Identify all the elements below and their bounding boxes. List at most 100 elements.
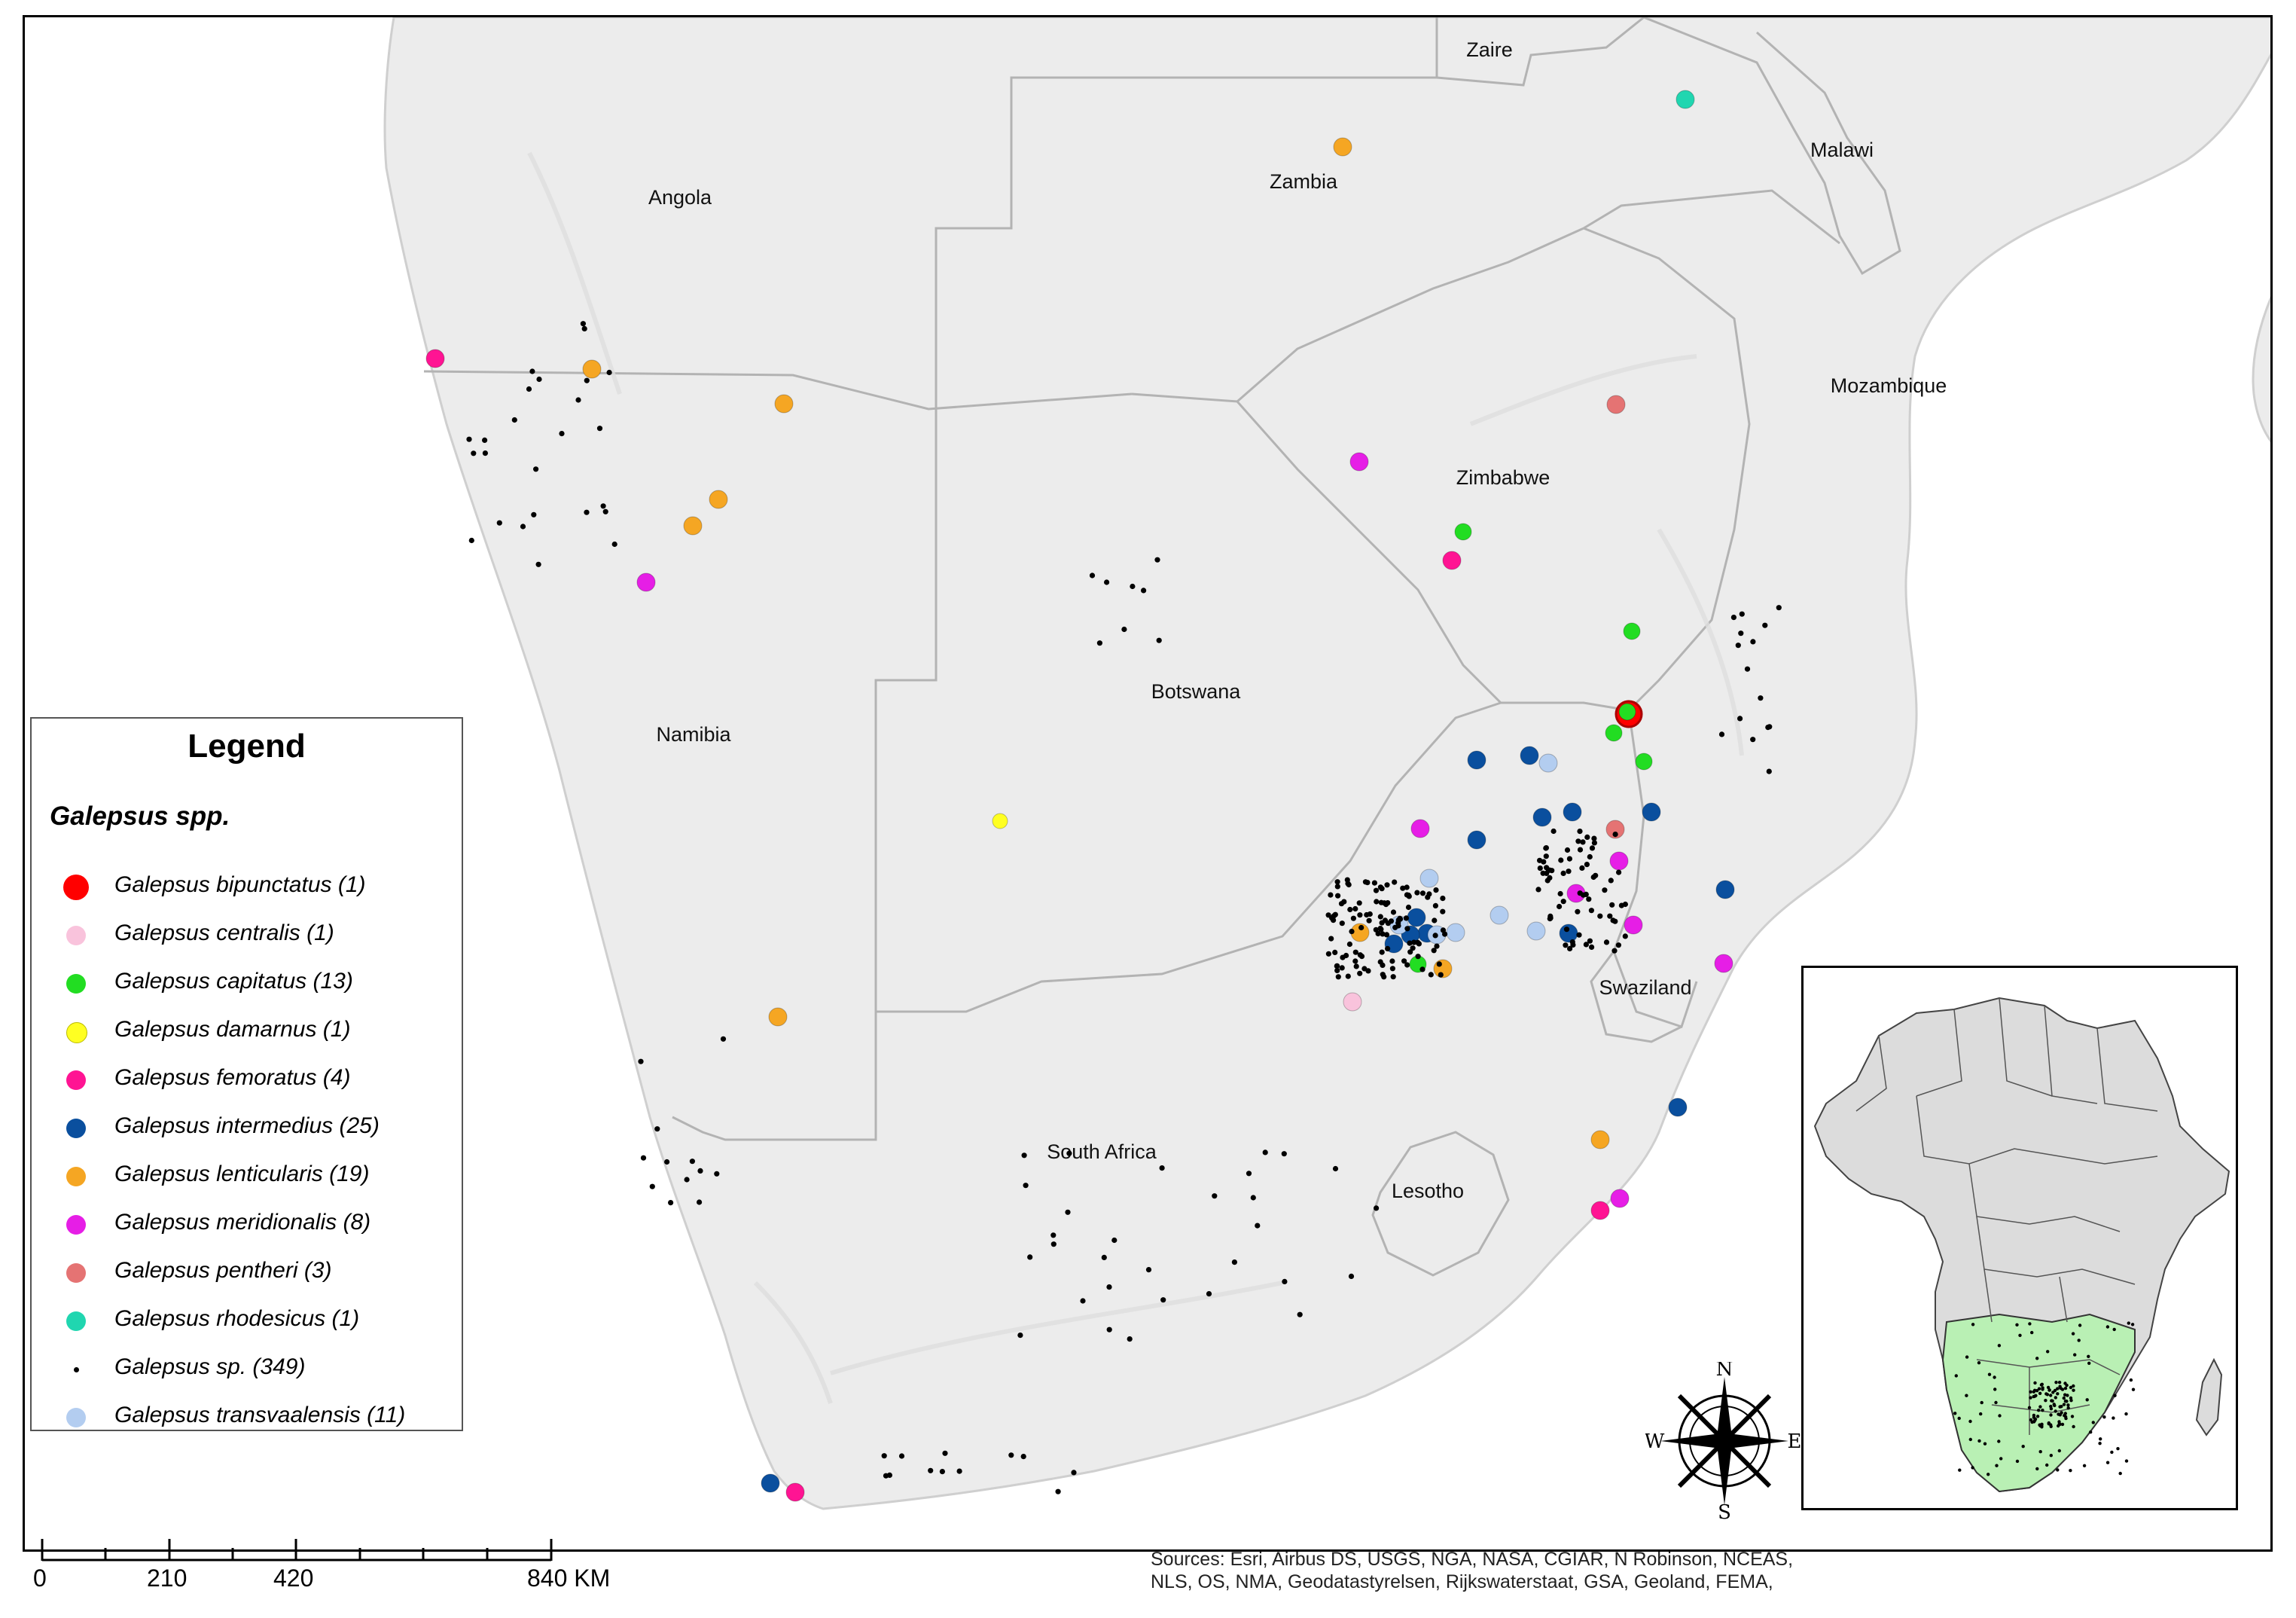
occurrence-point-sp [1389, 966, 1395, 972]
occurrence-point-sp [1390, 974, 1396, 980]
occurrence-point-sp [1339, 920, 1345, 927]
compass-south: S [1718, 1501, 1731, 1520]
occurrence-point-sp [1364, 911, 1370, 918]
occurrence-point-transvaalensis [1446, 923, 1465, 942]
inset-point [2058, 1422, 2062, 1426]
main-map[interactable]: Zaire Angola Zambia Malawi Mozambique Zimbabw… [25, 17, 2273, 1552]
legend-label: Galepsus rhodesicus (1) [114, 1306, 360, 1331]
inset-point [2072, 1388, 2075, 1392]
occurrence-point-sp [600, 503, 606, 509]
occurrence-point-sp [1212, 1193, 1218, 1199]
legend-label: Galepsus capitatus (13) [114, 969, 353, 994]
occurrence-point-sp [1080, 1298, 1086, 1304]
legend-swatch-icon [66, 974, 86, 994]
inset-point [2035, 1467, 2039, 1471]
inset-study-area [1941, 1313, 2136, 1493]
occurrence-point-sp [1586, 896, 1592, 902]
legend-label: Galepsus damarnus (1) [114, 1017, 351, 1042]
occurrence-point-sp [1389, 958, 1395, 964]
occurrence-point-sp [1020, 1454, 1026, 1460]
country-label-south-africa: South Africa [1047, 1140, 1157, 1163]
country-label-lesotho: Lesotho [1392, 1180, 1464, 1202]
occurrence-point-sp [1379, 949, 1385, 955]
occurrence-point-sp [1106, 1284, 1112, 1290]
occurrence-point-sp [533, 466, 539, 472]
occurrence-point-sp [1428, 972, 1434, 978]
occurrence-point-sp [684, 1177, 690, 1183]
country-label-namibia: Namibia [656, 723, 731, 746]
occurrence-point-sp [1580, 839, 1586, 845]
inset-point [2057, 1449, 2061, 1453]
occurrence-point-sp [1111, 1237, 1118, 1244]
inset-point [2030, 1330, 2034, 1335]
madagascar-landmass [2252, 296, 2270, 443]
occurrence-point-sp [1089, 572, 1096, 579]
occurrence-point-sp [1373, 887, 1380, 893]
occurrence-point-sp [638, 1058, 644, 1064]
inset-point [2056, 1392, 2060, 1396]
occurrence-point-sp [1440, 908, 1446, 914]
occurrence-point-sp [1281, 1151, 1287, 1157]
legend-item: Galepsus damarnus (1) [53, 1012, 459, 1050]
legend-swatch-icon [73, 1366, 79, 1372]
occurrence-point-sp [1021, 1152, 1027, 1159]
inset-point [2050, 1399, 2054, 1403]
inset-point [2035, 1389, 2039, 1393]
inset-point [1997, 1344, 2002, 1348]
occurrence-point-sp [1392, 879, 1398, 885]
legend-swatch-icon [66, 1215, 86, 1235]
occurrence-point-sp [1159, 1165, 1165, 1171]
inset-point [1953, 1412, 1957, 1415]
occurrence-point-sp [928, 1467, 934, 1473]
inset-point [2069, 1469, 2072, 1473]
border-namibia-southafrica [672, 1012, 877, 1141]
occurrence-point-sp [1584, 862, 1590, 868]
sources-line-1: Sources: Esri, Airbus DS, USGS, NGA, NAS… [1151, 1549, 1794, 1570]
occurrence-point-sp [1156, 637, 1162, 643]
occurrence-point-sp [1543, 845, 1549, 851]
occurrence-point-sp [1575, 838, 1581, 844]
inset-point [2058, 1405, 2062, 1409]
occurrence-point-sp [1329, 915, 1335, 921]
occurrence-point-sp [1231, 1259, 1237, 1265]
legend-title: Legend [188, 728, 306, 765]
occurrence-point-sp [1750, 639, 1756, 645]
inset-point [2015, 1323, 2019, 1326]
occurrence-point-sp [1346, 941, 1352, 948]
inset-point [1965, 1355, 1969, 1359]
occurrence-point-sp [606, 369, 612, 376]
occurrence-point-sp [1537, 865, 1543, 872]
country-label-mozambique: Mozambique [1831, 374, 1947, 397]
inset-point [2046, 1350, 2050, 1354]
occurrence-point-capitatus [1454, 523, 1472, 541]
occurrence-point-sp [1567, 945, 1573, 951]
inset-point [2051, 1391, 2055, 1394]
occurrence-point-damarnus [992, 813, 1008, 829]
occurrence-point-sp [1334, 879, 1340, 885]
occurrence-point-sp [1588, 908, 1594, 914]
inset-point [2040, 1382, 2044, 1386]
inset-point [2059, 1386, 2063, 1391]
occurrence-point-sp [1385, 945, 1391, 951]
country-label-angola: Angola [648, 186, 712, 209]
legend-label: Galepsus lenticularis (19) [114, 1162, 370, 1186]
country-label-swaziland: Swaziland [1599, 976, 1691, 999]
occurrence-point-meridionalis [1349, 452, 1369, 472]
occurrence-point-sp [720, 1036, 727, 1042]
occurrence-point-sp [1587, 853, 1593, 860]
inset-point [2054, 1381, 2058, 1384]
occurrence-point-sp [1371, 880, 1377, 886]
north-arrow: N S E W [1645, 1358, 1804, 1524]
occurrence-point-sp [1566, 869, 1572, 875]
occurrence-point-sp [1419, 966, 1425, 972]
inset-point [2099, 1437, 2102, 1441]
occurrence-point-intermedius [1467, 750, 1486, 770]
inset-point [2105, 1325, 2110, 1329]
inset-point [2060, 1422, 2065, 1427]
occurrence-point-sp [1353, 963, 1359, 969]
occurrence-point-sp [1739, 611, 1745, 617]
occurrence-point-sp [1730, 615, 1736, 621]
occurrence-point-sp [689, 1159, 696, 1165]
occurrence-point-sp [1612, 918, 1618, 924]
inset-point [2098, 1442, 2102, 1446]
